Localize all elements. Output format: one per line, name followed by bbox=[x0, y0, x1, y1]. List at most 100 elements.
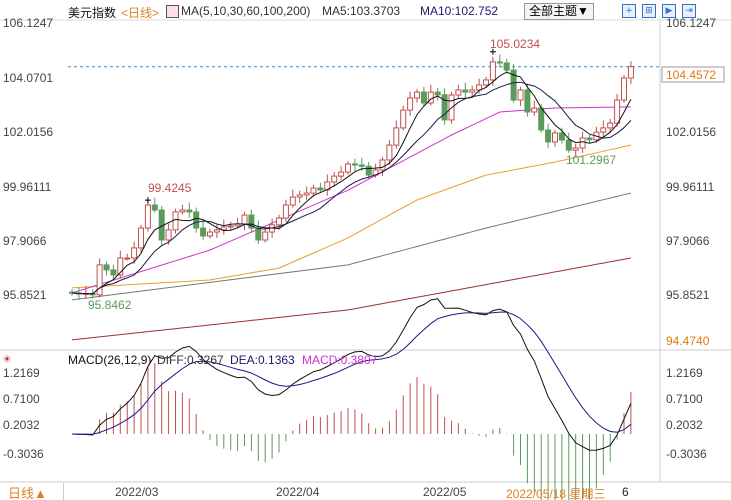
macd-y-tick-left: 0.7100 bbox=[3, 392, 40, 406]
candle-up bbox=[282, 204, 289, 219]
candle-down bbox=[365, 165, 372, 176]
candle-up bbox=[483, 79, 489, 86]
macd-y-tick-right: 0.2032 bbox=[666, 418, 703, 432]
macd-value: MACD:0.3807 bbox=[302, 353, 378, 367]
candle-up bbox=[310, 187, 317, 194]
candle-up bbox=[138, 227, 144, 249]
high-label: 99.4245 bbox=[148, 181, 192, 195]
candle-up bbox=[489, 61, 496, 81]
high-label: 105.0234 bbox=[490, 37, 540, 51]
last-price-box bbox=[661, 66, 725, 83]
ma60-line bbox=[71, 144, 632, 289]
theme-dropdown[interactable]: 全部主题▼ bbox=[524, 3, 594, 20]
candle-down bbox=[200, 227, 207, 237]
candle-down bbox=[193, 211, 200, 229]
candle-up bbox=[117, 257, 124, 276]
macd-y-tick-left: 1.2169 bbox=[3, 366, 40, 380]
settings-icon[interactable]: ☀ bbox=[2, 353, 12, 366]
high-marker bbox=[489, 48, 496, 55]
zoom-icon[interactable]: ⊞ bbox=[642, 4, 656, 18]
candle-up bbox=[220, 226, 227, 231]
candle-up bbox=[579, 137, 586, 149]
y-tick-right: 102.0156 bbox=[666, 125, 716, 139]
candle-up bbox=[213, 229, 220, 233]
candle-up bbox=[621, 77, 627, 101]
candle-up bbox=[131, 247, 138, 259]
candle-up bbox=[227, 225, 234, 228]
candle-up bbox=[296, 194, 303, 198]
candle-down bbox=[565, 139, 572, 151]
instrument-title: 美元指数 bbox=[68, 6, 117, 20]
y-tick-left: 99.96111 bbox=[3, 180, 52, 194]
candle-down bbox=[545, 129, 552, 143]
candle-up bbox=[393, 127, 400, 146]
candle-up bbox=[614, 99, 621, 124]
macd-dea: DEA:0.1363 bbox=[230, 353, 295, 367]
candle-up bbox=[172, 211, 179, 231]
candle-up bbox=[96, 264, 103, 296]
cursor-date: 2022/05/18 星期三 bbox=[506, 487, 606, 500]
candle-up bbox=[179, 209, 186, 213]
candle-down bbox=[538, 107, 545, 131]
candle-down bbox=[558, 132, 565, 141]
candle-up bbox=[207, 231, 213, 237]
ma200-line bbox=[71, 257, 631, 341]
candle-down bbox=[462, 89, 469, 93]
candle-down bbox=[503, 62, 510, 71]
y-tick-left: 102.0156 bbox=[3, 125, 53, 139]
candle-up bbox=[345, 163, 351, 173]
candle-down bbox=[255, 227, 262, 241]
candle-down bbox=[248, 214, 255, 229]
candle-up bbox=[414, 91, 420, 99]
candle-up bbox=[400, 109, 407, 129]
candle-down bbox=[110, 269, 117, 276]
ma5-line bbox=[71, 71, 632, 295]
date-tick: 2022/03 bbox=[115, 485, 159, 499]
candle-down bbox=[358, 164, 365, 167]
candle-up bbox=[262, 231, 269, 241]
candle-down bbox=[103, 264, 110, 271]
candle-down bbox=[420, 91, 427, 104]
candle-up bbox=[407, 97, 414, 111]
period-button[interactable]: 日线▲ bbox=[0, 483, 64, 500]
candle-down bbox=[351, 163, 358, 166]
macd-y-tick-right: -0.3036 bbox=[666, 447, 707, 461]
ma100-line bbox=[71, 192, 632, 301]
crosshair-icon[interactable]: + bbox=[622, 4, 636, 18]
candle-up bbox=[607, 122, 614, 129]
diff-line bbox=[71, 298, 632, 451]
ma30-line bbox=[71, 106, 631, 294]
ma10-line bbox=[71, 81, 632, 295]
dea-line bbox=[71, 311, 632, 435]
last-price-label: 104.4572 bbox=[666, 68, 716, 82]
y-tick-right: 94.4740 bbox=[666, 334, 710, 348]
y-tick-left: 97.9066 bbox=[3, 234, 47, 248]
play-icon[interactable]: ▶ bbox=[662, 4, 676, 18]
candle-up bbox=[552, 132, 558, 143]
date-tick: 2022/05 bbox=[423, 485, 467, 499]
macd-y-tick-right: 1.2169 bbox=[666, 366, 703, 380]
candle-up bbox=[241, 214, 248, 225]
macd-y-tick-left: 0.2032 bbox=[3, 418, 40, 432]
y-tick-right: 97.9066 bbox=[666, 234, 710, 248]
y-tick-right: 99.96111 bbox=[666, 180, 715, 194]
candle-down bbox=[317, 187, 324, 191]
macd-diff: DIFF:0.3267 bbox=[157, 353, 224, 367]
candle-up bbox=[572, 147, 579, 151]
cursor-extra: 6 bbox=[622, 485, 629, 499]
period-label: <日线> bbox=[121, 6, 160, 20]
candle-down bbox=[186, 209, 193, 213]
candle-up bbox=[144, 204, 151, 229]
exit-icon[interactable]: ⇥ bbox=[682, 4, 696, 18]
macd-y-tick-left: -0.3036 bbox=[3, 447, 44, 461]
candle-down bbox=[434, 91, 441, 96]
ma-label: MA(5,10,30,60,100,200) bbox=[181, 4, 311, 18]
candle-up bbox=[165, 229, 172, 241]
indicator-icon[interactable] bbox=[166, 5, 179, 18]
candle-up bbox=[124, 257, 131, 260]
y-tick-right: 106.1247 bbox=[666, 16, 716, 30]
candle-up bbox=[600, 127, 607, 133]
candle-up bbox=[379, 159, 386, 171]
